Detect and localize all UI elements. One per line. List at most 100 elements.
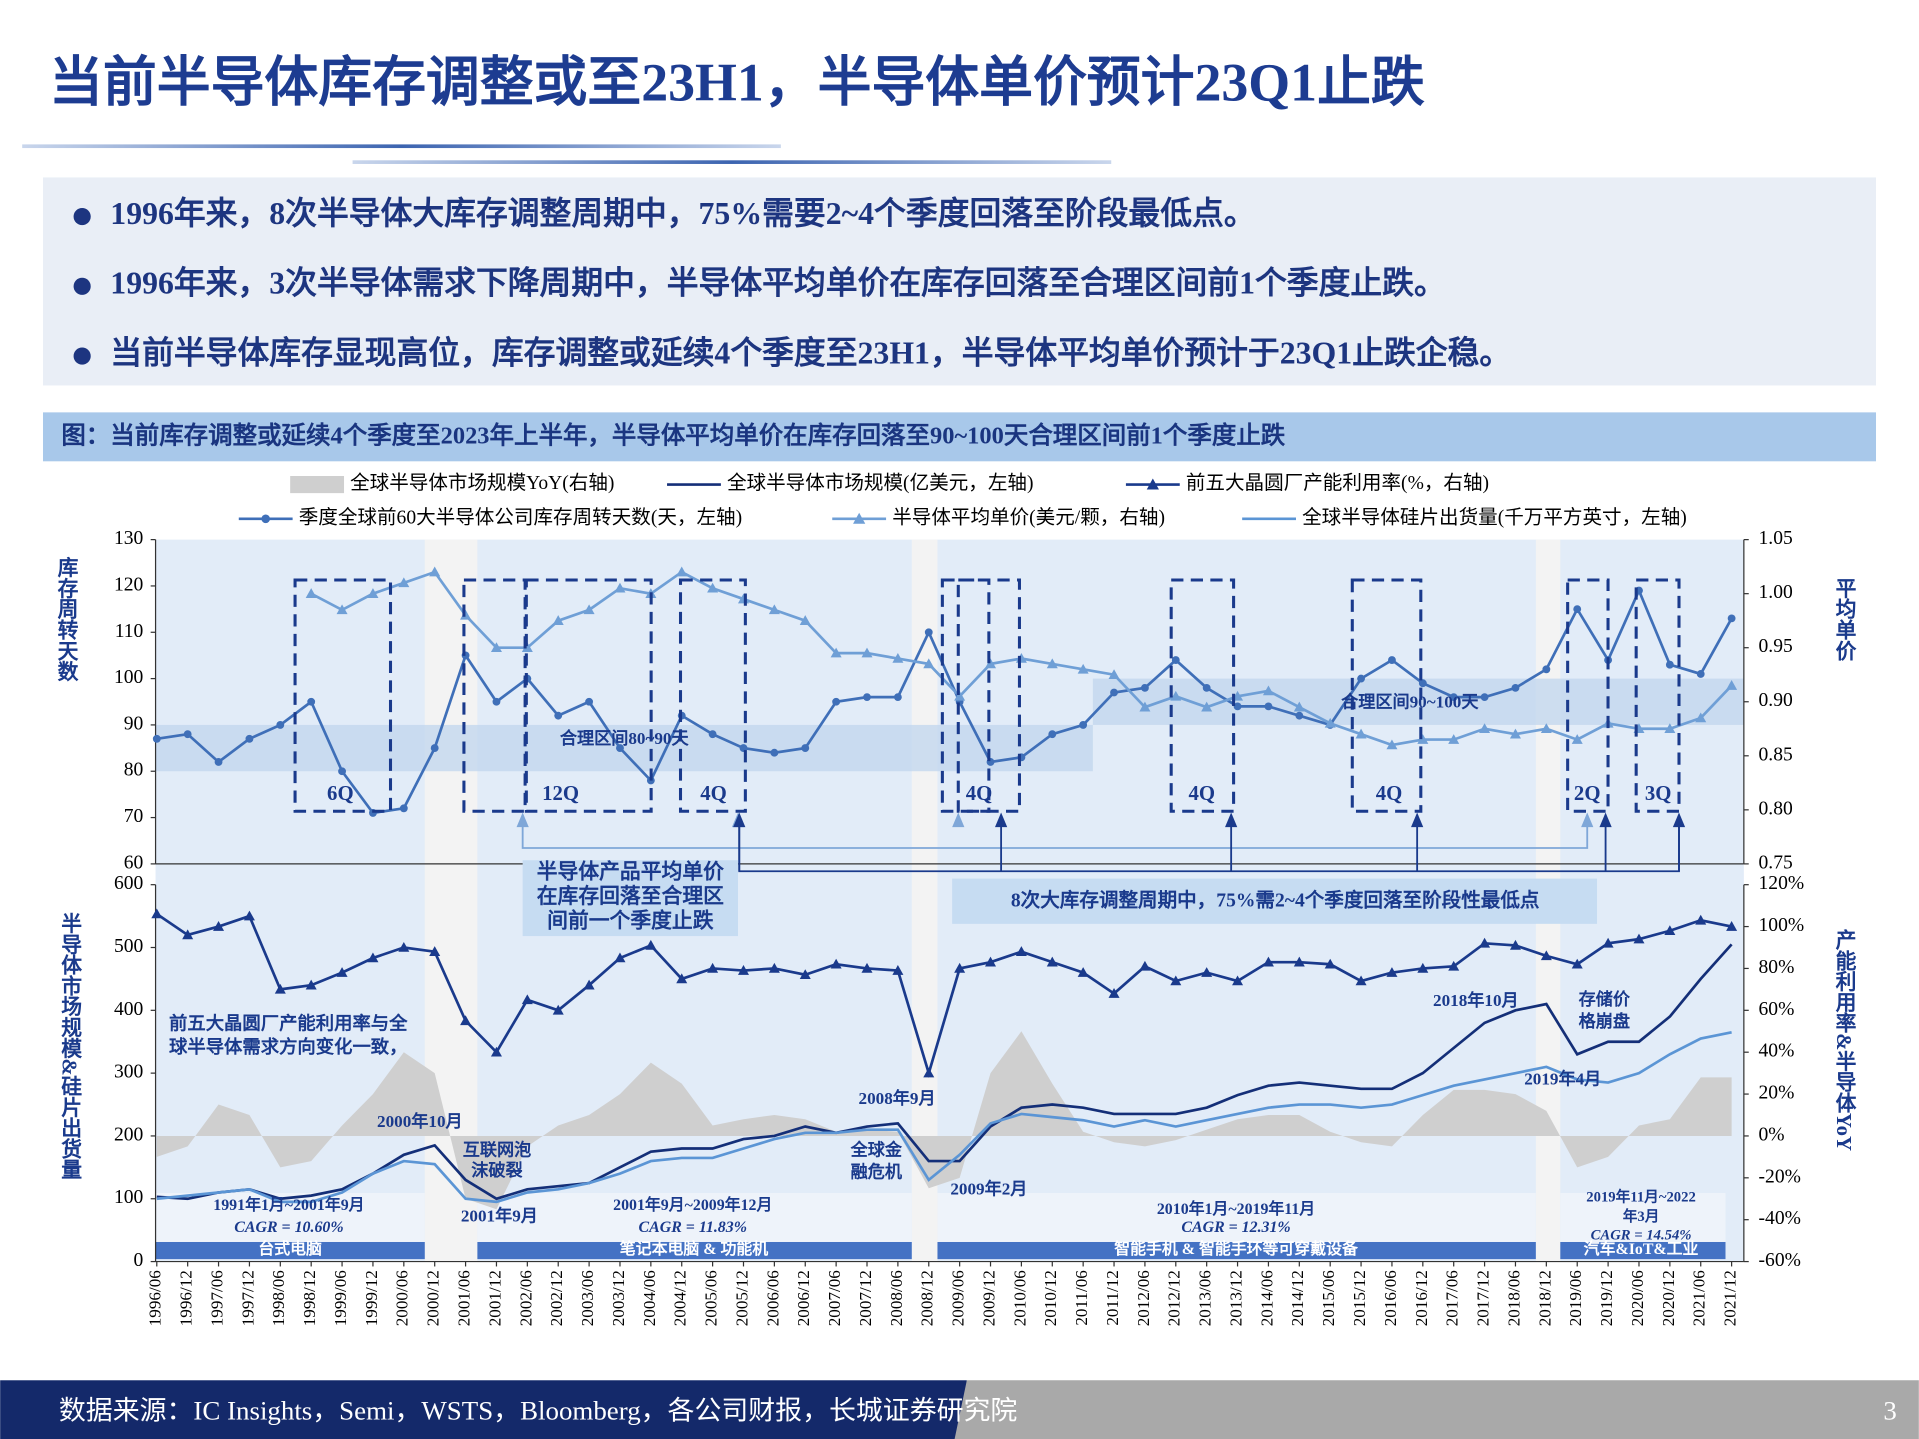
marker [1046,658,1058,669]
marker [583,604,595,615]
marker [1202,683,1211,692]
annotation: 沫破裂 [471,1160,523,1180]
marker [554,711,563,720]
x-tick-label: 2009/06 [949,1270,968,1327]
line [156,912,1732,1078]
period-box [678,578,747,813]
y2-tick-label: 1.00 [1759,582,1793,603]
annotation: 台式电脑 [258,1239,322,1258]
x-tick-label: 2019/12 [1597,1270,1616,1326]
marker [770,748,779,757]
marker [492,697,501,706]
marker [892,653,904,663]
x-tick-label: 2005/12 [732,1270,751,1326]
x-tick-label: 2020/12 [1659,1270,1678,1326]
annotation: 年3月 [1623,1207,1660,1225]
x-tick-label: 2015/06 [1319,1270,1338,1327]
marker [1079,721,1088,729]
marker [1293,701,1305,712]
arrow-head [1599,812,1612,828]
annotation: 在库存回落至合理区 [537,884,724,908]
legend-swatch [1146,478,1159,490]
marker [183,730,192,739]
marker [182,929,194,940]
marker [893,693,902,702]
x-tick-label: 2001/12 [485,1270,504,1326]
marker [1448,734,1460,744]
x-tick-label: 2005/06 [702,1270,721,1327]
marker [985,956,997,967]
x-tick-label: 2013/12 [1226,1270,1245,1326]
x-tick-label: 1998/12 [300,1270,319,1326]
period-box [1169,578,1236,813]
annotation: 4Q [700,782,727,805]
annotation: 2Q [1574,782,1601,805]
x-tick-label: 2007/12 [856,1270,875,1326]
marker [1726,680,1738,690]
marker [830,647,842,658]
y2-tick-label: 80% [1759,957,1795,978]
period-bar [937,1241,1536,1260]
marker [367,952,379,963]
x-tick-label: 2000/06 [393,1270,412,1327]
marker [614,952,626,963]
annotation: 12Q [542,782,579,805]
marker [430,744,439,752]
annotation: 1991年1月~2001年9月 [213,1195,364,1214]
annotation: 2019年11月~2022 [1586,1187,1696,1205]
marker [1015,946,1027,956]
marker [152,734,161,743]
y2-tick-label: 40% [1759,1041,1795,1062]
marker [1540,723,1552,734]
marker [1262,685,1274,696]
period-band [1560,1193,1726,1242]
marker [1695,712,1707,723]
x-tick-label: 2010/06 [1010,1270,1029,1327]
x-tick-label: 2012/06 [1134,1270,1153,1327]
marker [1077,967,1089,977]
y2-tick-label: 0% [1759,1124,1785,1145]
marker [985,658,997,669]
marker [1417,734,1429,744]
annotation: 3Q [1645,782,1672,805]
annotation: 2001年9月 [461,1205,538,1225]
marker [336,604,348,615]
axis-title: 库存周转天数 [54,556,78,682]
x-tick-label: 1996/12 [177,1270,196,1326]
annotation: 4Q [1376,782,1403,805]
marker [336,967,348,977]
marker [923,1067,935,1078]
source: 数据来源：IC Insights，Semi，WSTS，Bloomberg，各公司… [59,1395,1017,1425]
marker [830,958,842,969]
arrow-head [952,812,965,828]
marker [1324,717,1336,728]
marker [1048,730,1057,739]
footer-band [0,1380,967,1439]
marker [1110,688,1118,697]
bracket [521,814,1589,849]
line [156,1030,1732,1204]
y-tick-label: 110 [115,621,144,642]
x-tick-label: 2011/06 [1072,1270,1091,1326]
marker [1573,605,1582,614]
period-box [956,578,1021,813]
marker [1139,701,1151,712]
marker [1293,956,1305,967]
x-tick-label: 1999/12 [362,1270,381,1326]
marker [737,965,749,975]
marker [1386,739,1398,750]
marker [1602,937,1614,948]
marker [1386,967,1398,977]
period-box [1634,578,1681,813]
annotation: 8次大库存调整周期中，75%需2~4个季度回落至阶段性最低点 [1011,888,1540,911]
marker [768,604,780,615]
y2-tick-label: 120% [1759,873,1805,894]
marker [1479,723,1491,734]
annotation: 2018年10月 [1433,990,1519,1010]
marker [1542,665,1551,674]
arrow-head [1225,812,1238,828]
marker [863,693,871,702]
marker [1141,683,1149,692]
y-tick-label: 400 [114,999,144,1020]
marker [1633,933,1645,944]
